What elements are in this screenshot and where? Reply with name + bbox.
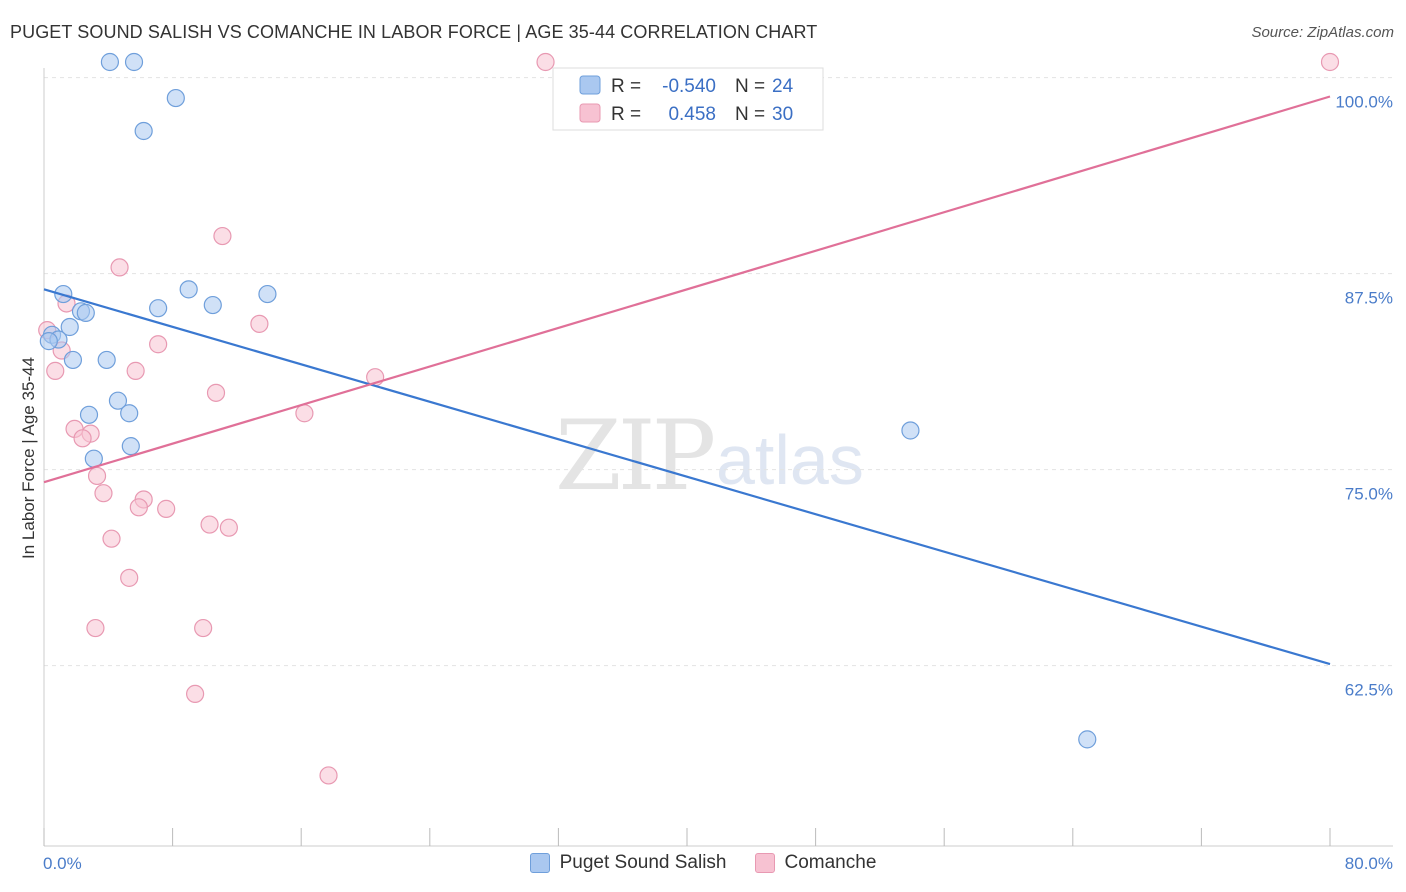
legend-r-label-1: R = (611, 76, 641, 97)
comanche-point-12 (295, 404, 314, 423)
puget-sound-salish-point-2 (166, 88, 185, 108)
puget-sound-salish-point-23 (76, 303, 95, 322)
comanche-points (38, 52, 1340, 785)
legend-n-label-1: N = (735, 76, 765, 97)
comanche-point-19 (129, 498, 148, 517)
axes (43, 68, 1393, 847)
y-tick-label-3: 62.5% (1345, 681, 1393, 700)
comanche-point-26 (194, 618, 213, 638)
comanche-point-21 (200, 515, 219, 534)
puget-sound-salish-points (39, 52, 1097, 749)
puget-sound-salish-point-1 (124, 52, 144, 72)
y-tick-labels: 100.0% 87.5% 75.0% 62.5% (1335, 93, 1393, 700)
legend-r-label-2: R = (611, 104, 641, 125)
comanche-point-1 (1320, 52, 1340, 72)
comanche-point-17 (94, 484, 113, 503)
comanche-point-3 (110, 258, 129, 277)
y-tick-label-1: 87.5% (1345, 289, 1393, 308)
y-axis-title: In Labor Force | Age 35-44 (19, 357, 38, 559)
series-legend: Puget Sound Salish Comanche (0, 852, 1406, 874)
comanche-point-23 (102, 529, 121, 548)
legend-r-value-2: 0.458 (668, 104, 716, 125)
comanche-point-27 (186, 684, 205, 704)
y-tick-label-2: 75.0% (1345, 485, 1393, 504)
puget-sound-salish-point-18 (121, 437, 140, 456)
puget-sound-salish-point-0 (100, 52, 120, 72)
watermark-atlas: atlas (716, 421, 864, 499)
chart-title: PUGET SOUND SALISH VS COMANCHE IN LABOR … (10, 22, 818, 42)
puget-sound-salish-point-8 (203, 295, 222, 315)
legend-swatch-blue-bottom (529, 853, 550, 873)
comanche-point-11 (206, 383, 226, 402)
legend-label-comanche: Comanche (784, 852, 877, 873)
x-tick-labels: 0.0% 80.0% (43, 854, 1393, 873)
y-tick-label-0: 100.0% (1335, 93, 1393, 112)
comanche-trend-line (43, 95, 1331, 484)
puget-sound-salish-point-16 (120, 404, 139, 423)
legend-item-puget-sound-salish: Puget Sound Salish (529, 852, 727, 874)
puget-sound-salish-point-3 (134, 121, 153, 141)
legend-n-label-2: N = (735, 104, 765, 125)
legend-r-value-1: -0.540 (662, 76, 716, 97)
puget-sound-salish-point-20 (901, 421, 920, 440)
legend-item-comanche: Comanche (754, 852, 877, 874)
grid-lines (44, 77, 1393, 667)
legend-label-puget-sound-salish: Puget Sound Salish (559, 852, 727, 873)
puget-sound-salish-point-10 (60, 317, 79, 337)
comanche-point-0 (536, 52, 555, 72)
puget-sound-salish-point-15 (108, 391, 128, 410)
comanche-point-15 (73, 429, 92, 448)
trend-lines (43, 95, 1331, 666)
comanche-point-24 (120, 568, 139, 587)
comanche-point-6 (149, 335, 168, 354)
source-credit: Source: ZipAtlas.com (1251, 24, 1394, 41)
comanche-point-16 (87, 466, 107, 486)
legend-swatch-pink (579, 103, 601, 123)
puget-sound-salish-point-21 (1078, 730, 1097, 749)
puget-sound-salish-point-7 (179, 280, 198, 299)
correlation-legend: R = -0.540 N = 24 R = 0.458 N = 30 (552, 67, 824, 131)
watermark-zip: ZIP (555, 400, 716, 512)
puget-sound-salish-point-22 (39, 332, 58, 351)
puget-sound-salish-point-9 (258, 284, 277, 304)
puget-sound-salish-trend-line (43, 288, 1331, 666)
puget-sound-salish-point-17 (79, 405, 99, 424)
comanche-point-8 (46, 361, 65, 380)
legend-swatch-blue (579, 75, 601, 95)
puget-sound-salish-point-13 (63, 350, 83, 370)
comanche-point-2 (213, 226, 232, 246)
legend-n-value-2: 30 (772, 104, 793, 125)
comanche-point-9 (126, 361, 145, 380)
x-tick-label-min: 0.0% (43, 854, 82, 873)
x-tick-label-max: 80.0% (1345, 854, 1393, 873)
comanche-point-5 (250, 314, 269, 333)
comanche-point-20 (157, 499, 176, 518)
comanche-point-28 (319, 766, 338, 785)
legend-n-value-1: 24 (772, 76, 794, 97)
comanche-point-25 (86, 618, 105, 638)
comanche-point-22 (219, 518, 238, 537)
puget-sound-salish-point-6 (149, 299, 168, 318)
legend-swatch-pink-bottom (754, 853, 775, 873)
puget-sound-salish-point-14 (97, 350, 116, 370)
